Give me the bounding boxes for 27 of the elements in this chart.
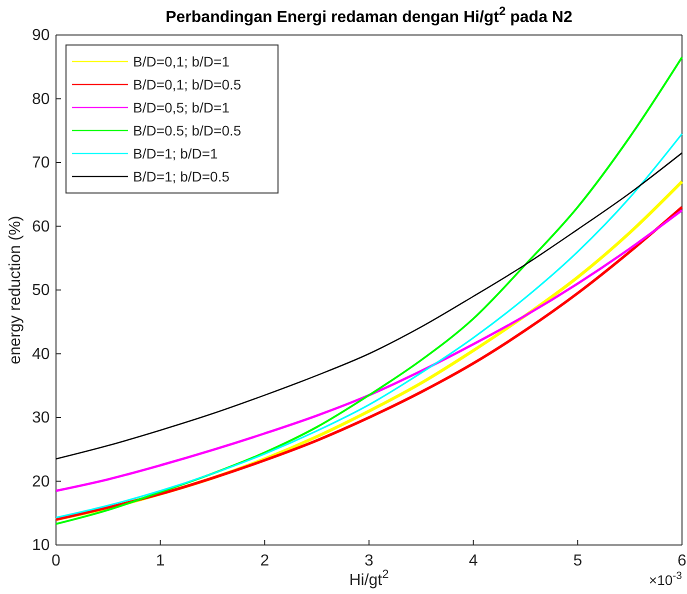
x-tick-label: 5 xyxy=(573,552,582,570)
y-tick-label: 90 xyxy=(32,27,50,44)
legend-label: B/D=1; b/D=1 xyxy=(133,146,218,162)
x-tick-label: 1 xyxy=(156,552,165,570)
x-tick-label: 2 xyxy=(260,552,270,570)
text: ×10$^{-3}$ xyxy=(648,570,682,588)
x-axis-title: Hi/gt$^{2}$ xyxy=(349,567,390,589)
y-tick-label: 60 xyxy=(32,218,50,236)
chart-title: Perbandingan Energi redaman dengan Hi/gt$^{2}$ pada N2 xyxy=(166,4,572,26)
legend-label: B/D=0,5; b/D=1 xyxy=(133,100,230,116)
x-tick-label: 4 xyxy=(468,552,478,570)
y-tick-label: 70 xyxy=(32,154,50,172)
y-tick-label: 30 xyxy=(32,410,50,427)
y-tick-label: 80 xyxy=(32,90,50,108)
x-tick-label: 0 xyxy=(52,552,61,570)
legend-label: B/D=0,1; b/D=0.5 xyxy=(133,76,242,92)
y-axis-title: energy reduction (%) xyxy=(7,216,24,364)
legend-label: B/D=0.5; b/D=0.5 xyxy=(133,122,242,138)
y-tick-label: 20 xyxy=(32,473,50,490)
legend-label: B/D=1; b/D=0.5 xyxy=(133,168,230,184)
x-tick-label: 3 xyxy=(364,552,374,570)
x-tick-label: 6 xyxy=(678,552,687,570)
line-series xyxy=(55,56,683,525)
y-tick-label: 10 xyxy=(32,537,50,554)
y-tick-label: 40 xyxy=(32,346,50,363)
y-tick-label: 50 xyxy=(32,282,50,300)
legend-label: B/D=0,1; b/D=1 xyxy=(133,54,230,70)
